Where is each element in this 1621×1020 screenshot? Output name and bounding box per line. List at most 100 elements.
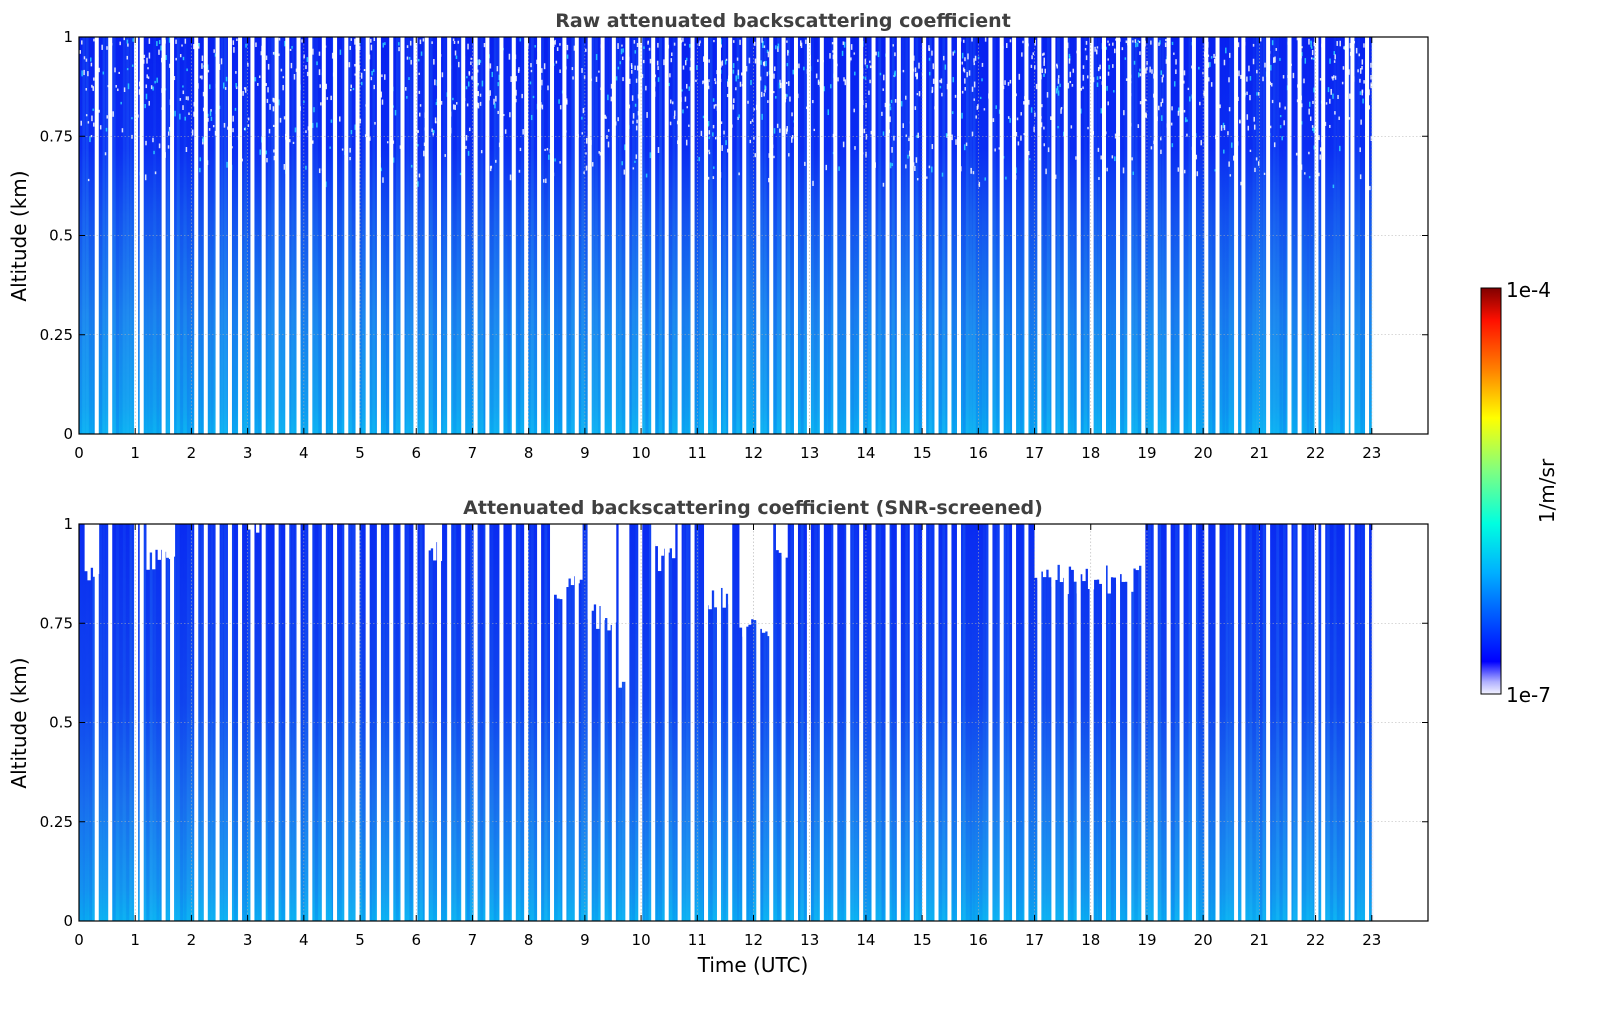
heatmap-speckle: [707, 120, 710, 126]
heatmap-speckle: [931, 166, 933, 173]
data-gap: [1350, 37, 1355, 434]
x-tick-label: 1: [130, 931, 140, 949]
heatmap-speckle: [1282, 75, 1285, 79]
screened-patch: [604, 524, 608, 619]
heatmap-speckle: [547, 85, 549, 91]
data-gap: [664, 524, 669, 921]
heatmap-speckle: [914, 67, 917, 73]
heatmap-streak: [1276, 37, 1280, 434]
heatmap-streak: [979, 524, 983, 921]
heatmap-speckle: [354, 73, 356, 76]
heatmap-speckle: [179, 54, 182, 58]
panel-screened: Attenuated backscattering coefficient (S…: [7, 497, 1429, 977]
heatmap-streak: [159, 37, 163, 434]
heatmap-speckle: [168, 131, 170, 136]
heatmap-speckle: [406, 45, 409, 48]
heatmap-speckle: [1150, 40, 1152, 45]
heatmap-speckle: [1096, 49, 1098, 55]
heatmap-speckle: [83, 69, 85, 76]
heatmap-speckle: [91, 84, 93, 88]
heatmap-streak: [874, 37, 878, 434]
heatmap-speckle: [759, 76, 762, 81]
heatmap-streak: [1239, 524, 1243, 921]
heatmap-speckle: [636, 65, 639, 71]
heatmap-speckle: [792, 69, 794, 75]
heatmap-speckle: [902, 69, 905, 73]
heatmap-speckle: [1056, 63, 1058, 67]
heatmap-speckle: [292, 141, 295, 144]
heatmap-streak: [1060, 524, 1064, 921]
heatmap-speckle: [214, 130, 217, 136]
heatmap-streak: [1175, 37, 1178, 434]
heatmap-streak: [257, 37, 261, 434]
heatmap-speckle: [726, 93, 729, 98]
heatmap-speckle: [961, 61, 964, 65]
heatmap-streak: [143, 37, 146, 434]
heatmap-speckle: [184, 38, 187, 44]
heatmap-speckle: [865, 134, 868, 140]
heatmap-streak: [304, 37, 308, 434]
screened-patch: [764, 524, 769, 632]
heatmap-speckle: [832, 50, 834, 53]
heatmap-speckle: [1009, 118, 1011, 123]
heatmap-speckle: [85, 88, 88, 91]
x-tick-label: 13: [800, 444, 819, 462]
data-gap: [499, 37, 504, 434]
heatmap-speckle: [477, 102, 480, 109]
heatmap-streak: [224, 524, 227, 921]
heatmap-speckle: [555, 60, 558, 64]
heatmap-speckle: [902, 123, 904, 128]
heatmap-speckle: [774, 66, 776, 71]
heatmap-speckle: [1256, 92, 1258, 96]
heatmap-streak: [328, 524, 332, 921]
heatmap-speckle: [1361, 59, 1364, 65]
heatmap-speckle: [123, 37, 126, 41]
heatmap-speckle: [1114, 156, 1116, 162]
heatmap-speckle: [1160, 149, 1162, 155]
data-gap: [1063, 37, 1068, 434]
heatmap-speckle: [656, 60, 659, 66]
heatmap-speckle: [657, 42, 659, 48]
heatmap-speckle: [765, 60, 767, 67]
heatmap-speckle: [893, 72, 896, 78]
heatmap-speckle: [1017, 141, 1020, 146]
heatmap-speckle: [83, 56, 86, 60]
heatmap-streak: [628, 37, 632, 434]
heatmap-speckle: [786, 40, 788, 43]
heatmap-speckle: [674, 110, 676, 117]
heatmap-streak: [342, 37, 345, 434]
data-gap: [909, 524, 914, 921]
heatmap-speckle: [1256, 69, 1258, 74]
heatmap-speckle: [892, 44, 894, 47]
heatmap-speckle: [1020, 135, 1022, 141]
heatmap-speckle: [963, 144, 966, 151]
heatmap-speckle: [724, 59, 727, 65]
heatmap-speckle: [649, 58, 652, 64]
heatmap-speckle: [168, 37, 171, 43]
x-tick-label: 18: [1081, 931, 1100, 949]
heatmap-streak: [119, 524, 123, 921]
heatmap-speckle: [210, 109, 212, 112]
heatmap-speckle: [1239, 119, 1241, 124]
heatmap-speckle: [1151, 69, 1153, 74]
data-gap: [1101, 37, 1106, 434]
heatmap-speckle: [349, 88, 352, 92]
heatmap-speckle: [962, 67, 965, 72]
heatmap-speckle: [1139, 68, 1141, 72]
heatmap-speckle: [433, 130, 435, 134]
heatmap-speckle: [326, 97, 329, 100]
heatmap-speckle: [380, 168, 382, 172]
heatmap-speckle: [1069, 80, 1072, 84]
data-gap: [170, 524, 175, 921]
heatmap-speckle: [117, 88, 119, 92]
heatmap-speckle: [489, 165, 492, 172]
heatmap-speckle: [1099, 64, 1101, 70]
heatmap-speckle: [452, 97, 454, 101]
heatmap-speckle: [1271, 40, 1274, 46]
heatmap-speckle: [1041, 104, 1043, 108]
heatmap-speckle: [126, 68, 129, 71]
heatmap-speckle: [745, 65, 748, 72]
heatmap-streak: [1158, 37, 1162, 434]
heatmap-speckle: [431, 41, 433, 44]
heatmap-speckle: [1238, 70, 1240, 77]
